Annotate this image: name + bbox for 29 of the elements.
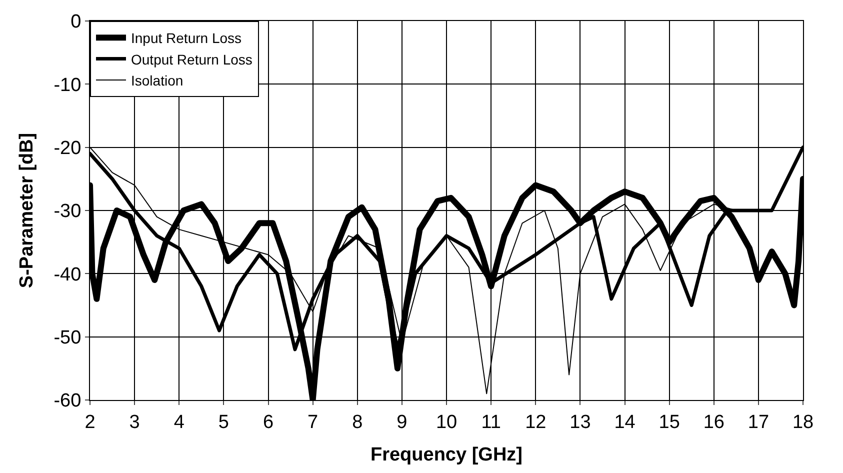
x-tick-label: 13 xyxy=(570,412,591,433)
x-tick-label: 4 xyxy=(174,412,185,433)
legend-label: Output Return Loss xyxy=(131,51,252,68)
legend-label: Input Return Loss xyxy=(131,30,242,46)
x-axis-title: Frequency [GHz] xyxy=(370,444,523,466)
x-tick-label: 3 xyxy=(129,412,140,433)
x-tick-label: 14 xyxy=(614,412,636,433)
y-tick-label: -10 xyxy=(54,74,82,96)
x-tick-label: 2 xyxy=(84,412,96,433)
x-tick-label: 5 xyxy=(218,412,229,433)
legend-label: Isolation xyxy=(131,72,184,88)
y-tick-label: -30 xyxy=(54,201,82,222)
y-tick-label: -50 xyxy=(54,327,82,348)
x-tick-label: 10 xyxy=(436,412,458,433)
x-tick-label: 18 xyxy=(792,412,814,433)
y-tick-label: -40 xyxy=(54,264,82,286)
x-tick-label: 6 xyxy=(262,412,274,433)
x-tick-label: 12 xyxy=(525,412,546,433)
x-tick-label: 8 xyxy=(352,412,363,433)
x-tick-label: 16 xyxy=(703,412,724,433)
y-tick-label: -60 xyxy=(54,390,82,412)
x-tick-label: 9 xyxy=(396,412,408,433)
x-tick-label: 15 xyxy=(658,412,680,433)
y-tick-label: -20 xyxy=(54,138,82,159)
y-axis-title: S-Parameter [dB] xyxy=(16,132,38,288)
x-tick-label: 7 xyxy=(308,412,318,433)
y-tick-label: 0 xyxy=(70,12,82,33)
x-tick-label: 17 xyxy=(748,412,770,433)
x-tick-label: 11 xyxy=(481,412,501,433)
